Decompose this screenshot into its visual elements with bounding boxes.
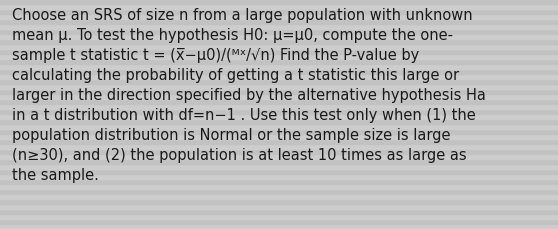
Bar — [0, 224, 558, 229]
Bar — [0, 219, 558, 224]
Bar — [0, 214, 558, 219]
Bar — [0, 15, 558, 20]
Bar — [0, 105, 558, 109]
Bar — [0, 179, 558, 184]
Bar — [0, 75, 558, 80]
Bar — [0, 134, 558, 139]
Bar — [0, 109, 558, 114]
Bar — [0, 45, 558, 50]
Bar — [0, 164, 558, 169]
Bar — [0, 209, 558, 214]
Bar — [0, 55, 558, 60]
Bar — [0, 124, 558, 129]
Bar — [0, 65, 558, 70]
Bar — [0, 10, 558, 15]
Bar — [0, 50, 558, 55]
Bar — [0, 0, 558, 5]
Bar — [0, 20, 558, 25]
Bar — [0, 85, 558, 90]
Bar — [0, 30, 558, 35]
Bar — [0, 199, 558, 204]
Bar — [0, 100, 558, 105]
Bar — [0, 90, 558, 95]
Bar — [0, 174, 558, 179]
Bar — [0, 184, 558, 189]
Bar — [0, 144, 558, 149]
Bar — [0, 80, 558, 85]
Bar — [0, 129, 558, 134]
Bar — [0, 194, 558, 199]
Bar — [0, 169, 558, 174]
Bar — [0, 189, 558, 194]
Bar — [0, 25, 558, 30]
Bar — [0, 149, 558, 154]
Bar — [0, 114, 558, 120]
Bar — [0, 204, 558, 209]
Bar — [0, 95, 558, 100]
Bar — [0, 35, 558, 40]
Bar — [0, 139, 558, 144]
Bar — [0, 5, 558, 10]
Bar — [0, 159, 558, 164]
Bar — [0, 154, 558, 159]
Bar — [0, 60, 558, 65]
Bar — [0, 40, 558, 45]
Bar — [0, 120, 558, 124]
Bar — [0, 70, 558, 75]
Text: Choose an SRS of size n from a large population with unknown
mean μ. To test the: Choose an SRS of size n from a large pop… — [12, 8, 486, 183]
